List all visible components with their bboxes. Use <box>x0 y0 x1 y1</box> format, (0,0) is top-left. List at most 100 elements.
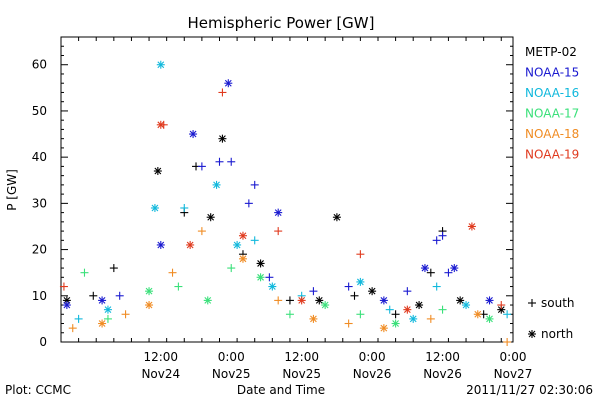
data-point-noaa-18 <box>121 310 130 319</box>
asterisk-symbol-icon <box>528 330 536 338</box>
data-point-metp-02 <box>426 268 435 277</box>
data-point-noaa-19 <box>59 282 68 291</box>
data-point-noaa-15 <box>450 264 459 273</box>
data-point-noaa-17 <box>227 264 236 273</box>
data-point-noaa-15 <box>344 282 353 291</box>
plot-frame <box>60 36 514 343</box>
data-point-noaa-18 <box>379 324 388 333</box>
data-point-noaa-16 <box>385 305 394 314</box>
data-point-noaa-15 <box>444 268 453 277</box>
data-point-noaa-15 <box>62 301 71 310</box>
data-point-metp-02 <box>497 305 506 314</box>
data-point-noaa-16 <box>150 203 159 212</box>
data-point-noaa-16 <box>462 301 471 310</box>
data-point-noaa-19 <box>497 301 506 310</box>
data-point-noaa-17 <box>174 282 183 291</box>
x-axis-label: Date and Time <box>237 383 325 397</box>
data-point-noaa-19 <box>297 296 306 305</box>
data-point-noaa-15 <box>115 291 124 300</box>
data-point-metp-02 <box>391 310 400 319</box>
symbol-legend-label: north <box>541 327 573 341</box>
symbol-legend: south north <box>528 296 575 341</box>
data-point-noaa-15 <box>265 273 274 282</box>
data-point-metp-02 <box>350 291 359 300</box>
data-point-noaa-16 <box>212 180 221 189</box>
data-point-noaa-15 <box>403 287 412 296</box>
data-point-noaa-19 <box>403 305 412 314</box>
y-tick-label: 60 <box>32 58 47 72</box>
x-tick-label-date: Nov26 <box>423 367 462 381</box>
y-axis: 0 10 20 30 40 50 60 <box>32 45 513 349</box>
data-point-noaa-18 <box>238 254 247 263</box>
timestamp: 2011/11/27 02:30:06 <box>466 383 593 397</box>
data-point-noaa-18 <box>197 227 206 236</box>
x-tick-label-time: 12:00 <box>284 350 319 364</box>
y-tick-label: 50 <box>32 104 47 118</box>
data-point-noaa-18 <box>145 301 154 310</box>
data-point-noaa-15 <box>250 180 259 189</box>
data-point-noaa-18 <box>98 319 107 328</box>
plot-credit: Plot: CCMC <box>5 383 71 397</box>
data-point-noaa-16 <box>233 240 242 249</box>
data-point-metp-02 <box>368 287 377 296</box>
data-point-noaa-15 <box>215 157 224 166</box>
data-point-noaa-19 <box>186 240 195 249</box>
data-point-metp-02 <box>218 134 227 143</box>
data-point-noaa-17 <box>356 310 365 319</box>
data-point-noaa-15 <box>309 287 318 296</box>
data-point-noaa-16 <box>156 60 165 69</box>
data-point-noaa-17 <box>80 268 89 277</box>
data-point-noaa-16 <box>356 277 365 286</box>
data-point-metp-02 <box>315 296 324 305</box>
data-point-noaa-18 <box>68 324 77 333</box>
data-point-noaa-19 <box>218 88 227 97</box>
y-tick-label: 30 <box>32 196 47 210</box>
data-point-noaa-15 <box>156 240 165 249</box>
legend-entry: NOAA-17 <box>525 107 579 121</box>
plus-symbol-icon <box>528 299 536 307</box>
data-point-noaa-17 <box>145 287 154 296</box>
data-point-noaa-15 <box>244 199 253 208</box>
data-point-noaa-15 <box>274 208 283 217</box>
data-point-noaa-16 <box>180 203 189 212</box>
data-point-noaa-17 <box>321 301 330 310</box>
data-point-noaa-19 <box>467 222 476 231</box>
x-tick-label-time: 0:00 <box>218 350 245 364</box>
data-point-noaa-19 <box>356 250 365 259</box>
legend-entry: METP-02 <box>525 45 577 59</box>
data-point-noaa-15 <box>432 236 441 245</box>
data-point-noaa-17 <box>391 319 400 328</box>
data-point-noaa-15 <box>438 231 447 240</box>
data-point-noaa-17 <box>203 296 212 305</box>
data-point-noaa-16 <box>250 236 259 245</box>
data-point-noaa-15 <box>224 79 233 88</box>
y-tick-label: 20 <box>32 243 47 257</box>
y-tick-label: 10 <box>32 289 47 303</box>
data-point-noaa-19 <box>274 227 283 236</box>
y-axis-label: P [GW] <box>5 169 19 211</box>
data-point-noaa-18 <box>503 338 512 346</box>
data-point-metp-02 <box>456 296 465 305</box>
data-point-noaa-17 <box>256 273 265 282</box>
data-point-metp-02 <box>332 213 341 222</box>
data-point-noaa-15 <box>197 162 206 171</box>
y-tick-label: 0 <box>39 335 47 349</box>
data-point-noaa-15 <box>420 264 429 273</box>
data-point-metp-02 <box>206 213 215 222</box>
data-points <box>59 60 512 346</box>
data-point-noaa-16 <box>503 310 512 319</box>
data-point-metp-02 <box>153 167 162 176</box>
data-point-noaa-19 <box>238 231 247 240</box>
data-point-metp-02 <box>256 259 265 268</box>
data-point-noaa-18 <box>309 314 318 323</box>
data-point-noaa-15 <box>98 296 107 305</box>
legend-entry: NOAA-19 <box>525 148 579 162</box>
x-tick-label-date: Nov26 <box>353 367 392 381</box>
data-point-noaa-16 <box>409 314 418 323</box>
data-point-noaa-18 <box>344 319 353 328</box>
data-point-noaa-17 <box>285 310 294 319</box>
x-tick-label-time: 12:00 <box>143 350 178 364</box>
chart-title: Hemispheric Power [GW] <box>188 14 375 32</box>
data-point-noaa-15 <box>227 157 236 166</box>
data-point-noaa-18 <box>426 314 435 323</box>
